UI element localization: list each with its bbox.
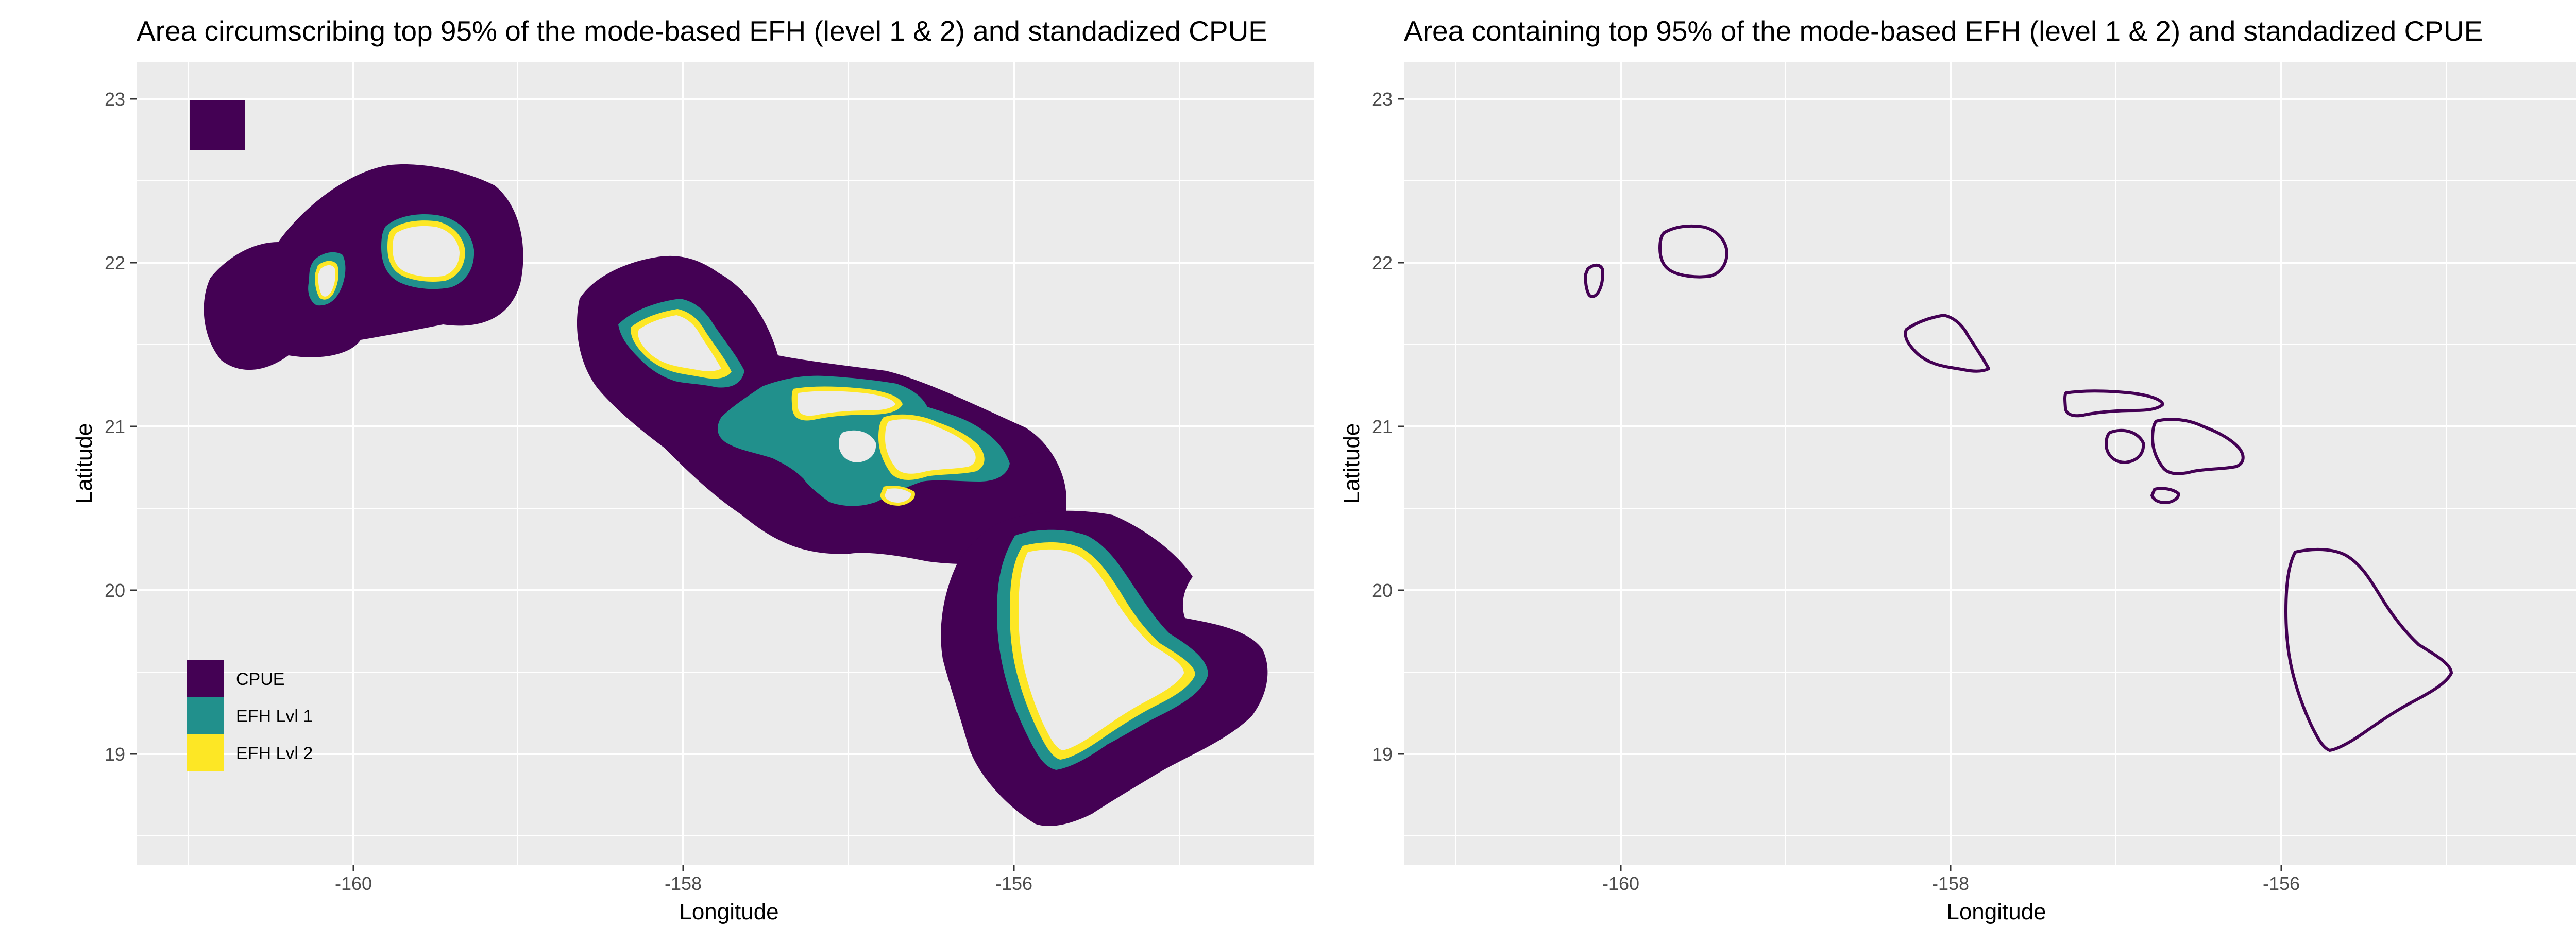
y-tick-label: 22 (1372, 252, 1393, 273)
coast-lanai (2105, 428, 2145, 464)
map-plot-left: 23 22 21 20 19 Longitude Latitude -160 -… (72, 62, 1314, 924)
y-tick-label: 23 (105, 89, 125, 110)
y-tick-label: 22 (105, 252, 125, 273)
x-tick-label: -158 (665, 873, 702, 894)
coast-oahu (1904, 314, 1990, 373)
legend-label-efh-lvl2: EFH Lvl 2 (236, 744, 313, 763)
y-tick-label: 20 (1372, 580, 1393, 601)
coast-hawaii (2284, 547, 2453, 752)
y-tick-label: 19 (1372, 744, 1393, 765)
map-panel-left: Area circumscribing top 95% of the mode-… (72, 15, 1314, 924)
coast-kahoolawe (2150, 487, 2180, 504)
x-axis-title: Longitude (1946, 899, 2046, 924)
y-axis-title: Latitude (72, 423, 97, 504)
coastline-layer (1584, 224, 2453, 752)
island-oahu (638, 315, 721, 371)
coast-maui (2151, 418, 2245, 475)
x-tick-label: -160 (335, 873, 372, 894)
map-panel-right: Area containing top 95% of the mode-base… (1314, 0, 2576, 927)
y-axis: 23 22 21 20 19 Longitude Latitude (72, 89, 137, 765)
island-kahoolawe (885, 488, 911, 503)
island-lanai (839, 430, 876, 462)
x-axis: -160 -158 -156 Longitude (335, 865, 1032, 924)
legend-label-cpue: CPUE (236, 670, 284, 689)
x-tick-label: -156 (995, 873, 1032, 894)
x-tick-label: -160 (1602, 873, 1639, 894)
island-hawaii (1019, 549, 1184, 750)
legend-key-efh-lvl1 (187, 697, 224, 734)
cpue-kauai-niihau-region (204, 164, 523, 370)
legend-key-efh-lvl2 (187, 734, 224, 771)
legend: CPUE EFH Lvl 1 EFH Lvl 2 (187, 660, 313, 771)
legend-label-efh-lvl1: EFH Lvl 1 (236, 707, 313, 726)
y-tick-label: 21 (1372, 416, 1393, 437)
coast-kauai (1658, 224, 1728, 279)
grid-lines (1404, 62, 2576, 865)
coast-niihau (1584, 263, 1604, 298)
y-tick-label: 21 (105, 416, 125, 437)
legend-key-cpue (187, 660, 224, 697)
plot-background (1404, 62, 2576, 865)
y-tick-label: 19 (105, 744, 125, 765)
x-axis-title: Longitude (679, 899, 778, 924)
x-axis: -160 -158 -156 Longitude (1602, 865, 2300, 924)
cpue-square (190, 100, 245, 150)
x-tick-label: -156 (2263, 873, 2300, 894)
island-land-layer (318, 226, 1184, 750)
island-maui (885, 419, 976, 474)
panel-title: Area containing top 95% of the mode-base… (1404, 15, 2483, 47)
island-kauai (393, 226, 460, 277)
island-niihau (318, 265, 335, 297)
coast-molokai (2063, 389, 2164, 418)
map-plot-right: 23 22 21 20 19 Latitude -160 -158 -156 L… (1339, 62, 2576, 924)
y-axis: 23 22 21 20 19 Latitude (1339, 89, 1404, 765)
island-molokai (798, 391, 895, 416)
x-tick-label: -158 (1932, 873, 1969, 894)
y-tick-label: 20 (105, 580, 125, 601)
panel-title: Area circumscribing top 95% of the mode-… (137, 15, 1267, 47)
y-tick-label: 23 (1372, 89, 1393, 110)
y-axis-title: Latitude (1339, 423, 1364, 504)
